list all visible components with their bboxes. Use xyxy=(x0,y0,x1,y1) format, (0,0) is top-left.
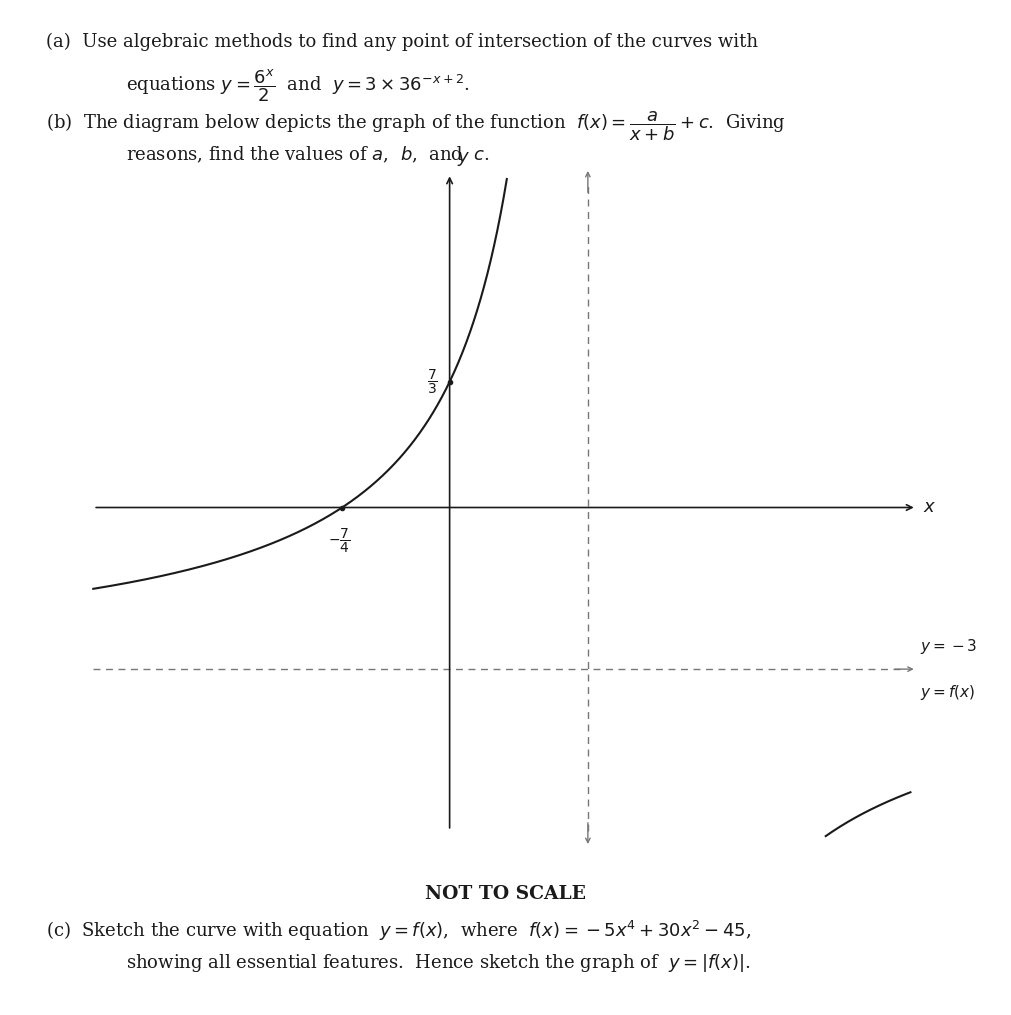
Text: reasons, find the values of $a$,  $b$,  and  $c$.: reasons, find the values of $a$, $b$, an… xyxy=(126,145,490,165)
Text: $x$: $x$ xyxy=(922,498,935,517)
Text: NOT TO SCALE: NOT TO SCALE xyxy=(425,885,586,903)
Text: (c)  Sketch the curve with equation  $y = f(x)$,  where  $f(x) = -5x^4 + 30x^2 -: (c) Sketch the curve with equation $y = … xyxy=(45,919,750,943)
Text: (a)  Use algebraic methods to find any point of intersection of the curves with: (a) Use algebraic methods to find any po… xyxy=(45,32,757,51)
Text: $-\dfrac{7}{4}$: $-\dfrac{7}{4}$ xyxy=(328,527,350,554)
Text: $\dfrac{7}{3}$: $\dfrac{7}{3}$ xyxy=(426,367,437,396)
Text: (b)  The diagram below depicts the graph of the function  $f(x) = \dfrac{a}{x+b}: (b) The diagram below depicts the graph … xyxy=(45,110,785,143)
Text: $y = -3$: $y = -3$ xyxy=(919,636,976,656)
Text: $y$: $y$ xyxy=(457,150,470,168)
Text: showing all essential features.  Hence sketch the graph of  $y = |f(x)|$.: showing all essential features. Hence sk… xyxy=(126,952,750,974)
Text: $y = f(x)$: $y = f(x)$ xyxy=(919,683,974,701)
Text: equations $y = \dfrac{6^x}{2}$  and  $y = 3 \times 36^{-x+2}$.: equations $y = \dfrac{6^x}{2}$ and $y = … xyxy=(126,67,470,104)
